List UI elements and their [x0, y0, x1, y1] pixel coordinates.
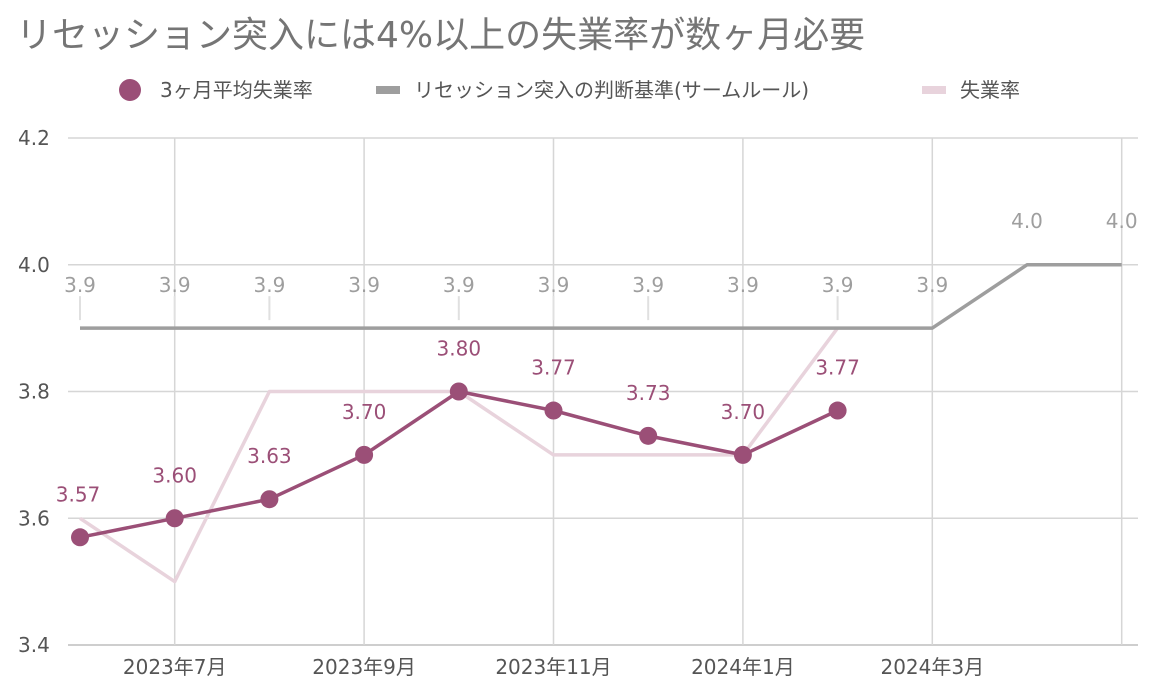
data-label: 3.73 [626, 381, 671, 405]
y-tick-label: 4.0 [18, 253, 50, 277]
data-label: 3.9 [443, 273, 475, 297]
data-label: 4.0 [1106, 209, 1138, 233]
x-tick-label: 2024年3月 [880, 655, 984, 679]
data-label: 3.9 [348, 273, 380, 297]
data-label: 4.0 [1011, 209, 1043, 233]
data-label: 3.57 [56, 482, 101, 506]
series-line [80, 263, 1122, 330]
series-line [79, 327, 840, 584]
data-point [165, 509, 184, 528]
x-tick-label: 2023年7月 [123, 655, 227, 679]
data-point [544, 401, 563, 420]
legend-marker [922, 86, 946, 94]
data-label: 3.77 [531, 356, 576, 380]
data-label: 3.9 [538, 273, 570, 297]
data-label: 3.9 [159, 273, 191, 297]
data-label: 3.70 [721, 400, 766, 424]
x-tick-label: 2024年1月 [691, 655, 795, 679]
data-point [639, 426, 658, 445]
data-label: 3.77 [815, 356, 860, 380]
x-tick-label: 2023年11月 [495, 655, 611, 679]
legend-marker [376, 86, 400, 94]
legend-label: リセッション突入の判断基準(サームルール) [414, 78, 809, 102]
data-point [449, 382, 468, 401]
data-label: 3.9 [64, 273, 96, 297]
legend-label: 3ヶ月平均失業率 [160, 78, 313, 102]
y-tick-label: 3.8 [18, 380, 50, 404]
data-point [828, 401, 847, 420]
data-label: 3.9 [253, 273, 285, 297]
data-label: 3.60 [152, 463, 197, 487]
data-label: 3.9 [632, 273, 664, 297]
data-label: 3.70 [342, 400, 387, 424]
data-label: 3.63 [247, 444, 292, 468]
data-label: 3.9 [727, 273, 759, 297]
y-tick-label: 4.2 [18, 126, 50, 150]
data-point [71, 528, 89, 547]
data-label: 3.9 [822, 273, 854, 297]
data-label: 3.9 [916, 273, 948, 297]
x-tick-label: 2023年9月 [312, 655, 416, 679]
data-label: 3.80 [437, 337, 482, 361]
data-point [355, 445, 374, 464]
y-tick-label: 3.4 [18, 633, 50, 657]
legend-marker [119, 79, 141, 101]
legend-label: 失業率 [960, 78, 1020, 102]
data-point [733, 445, 752, 464]
data-point [260, 490, 279, 509]
y-tick-label: 3.6 [18, 506, 50, 530]
chart-title: リセッション突入には4%以上の失業率が数ヶ月必要 [16, 15, 866, 56]
